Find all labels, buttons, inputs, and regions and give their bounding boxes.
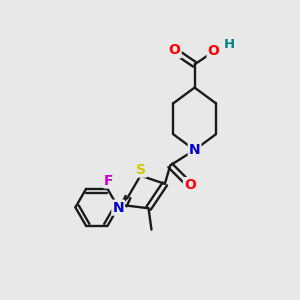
Text: O: O bbox=[169, 44, 181, 57]
Text: N: N bbox=[112, 201, 124, 215]
Text: S: S bbox=[136, 163, 146, 177]
Text: F: F bbox=[104, 173, 114, 188]
Text: O: O bbox=[184, 178, 196, 192]
Text: O: O bbox=[208, 44, 220, 58]
Text: H: H bbox=[224, 38, 235, 51]
Text: N: N bbox=[189, 143, 200, 157]
